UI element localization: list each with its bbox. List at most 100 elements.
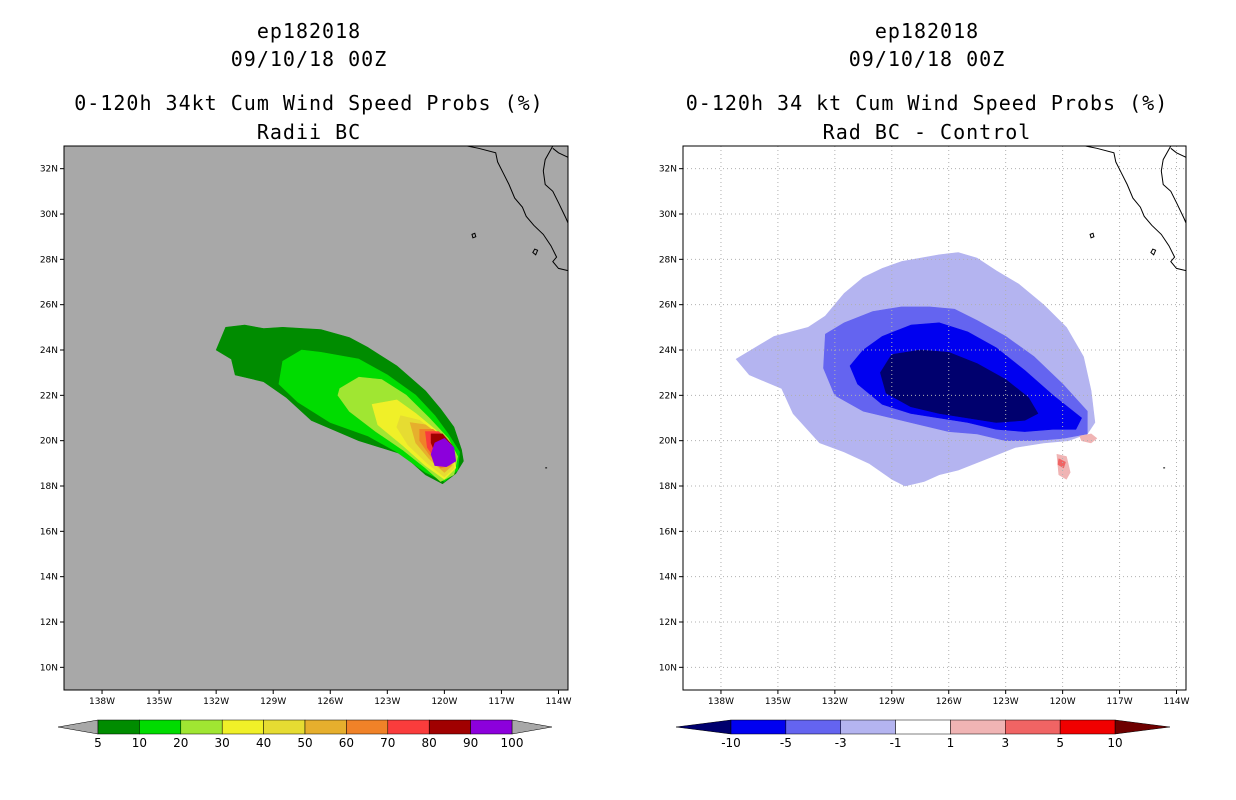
x-tick-label-138W: 138W bbox=[89, 697, 115, 707]
x-tick-label-123W: 123W bbox=[374, 697, 400, 707]
y-tick-label-30N: 30N bbox=[659, 210, 677, 220]
left-colorbar: 5 10 20 30 40 50 60 70 80 90 100 bbox=[57, 719, 553, 750]
left-plot-area: 138W 135W 132W 129W 126W 123W 120W 117W 114W 32N 3… bbox=[40, 145, 572, 707]
y-tick-label-24N: 24N bbox=[659, 346, 677, 356]
colorbar-swatch-1 bbox=[785, 719, 841, 735]
y-tick-label-32N: 32N bbox=[659, 165, 677, 175]
x-tick-label-117W: 117W bbox=[1107, 697, 1133, 707]
colorbar-label-4: 40 bbox=[256, 736, 271, 750]
coastline-baja-west bbox=[1085, 146, 1186, 272]
coastline-north bbox=[552, 147, 568, 158]
right-plot-area: 138W 135W 132W 129W 126W 123W 120W 117W 114W 32N 3… bbox=[659, 145, 1190, 707]
island-0 bbox=[1089, 232, 1095, 239]
colorbar-swatch-2 bbox=[180, 719, 223, 735]
right-panel: ep182018 09/10/18 00Z 0-120h 34 kt Cum W… bbox=[659, 19, 1190, 750]
right-date: 09/10/18 00Z bbox=[849, 47, 1006, 71]
y-tick-label-22N: 22N bbox=[40, 391, 58, 401]
y-tick-label-20N: 20N bbox=[659, 437, 677, 447]
colorbar-label-2: -3 bbox=[835, 736, 847, 750]
island-1 bbox=[532, 248, 539, 256]
coastline-baja-gulf bbox=[1160, 146, 1186, 224]
colorbar-swatch-4 bbox=[950, 719, 1006, 735]
colorbar-swatch-3 bbox=[895, 719, 951, 735]
y-tick-label-32N: 32N bbox=[40, 165, 58, 175]
y-tick-label-28N: 28N bbox=[659, 255, 677, 265]
coastline-baja-west bbox=[467, 146, 568, 272]
colorbar-swatch-9 bbox=[470, 719, 513, 735]
contour-level-5-6 bbox=[1057, 458, 1066, 469]
right-colorbar: -10 -5 -3 -1 1 3 5 10 bbox=[675, 719, 1171, 750]
x-tick-label-138W: 138W bbox=[708, 697, 734, 707]
y-tick-label-12N: 12N bbox=[40, 618, 58, 628]
x-tick-label-126W: 126W bbox=[936, 697, 962, 707]
y-tick-label-16N: 16N bbox=[659, 527, 677, 537]
x-tick-label-129W: 129W bbox=[260, 697, 286, 707]
colorbar-label-5: 50 bbox=[297, 736, 312, 750]
x-tick-label-120W: 120W bbox=[1050, 697, 1076, 707]
colorbar-label-2: 20 bbox=[173, 736, 188, 750]
colorbar-swatch-8 bbox=[428, 719, 471, 735]
coastline-north bbox=[1170, 147, 1186, 158]
colorbar-swatch-6 bbox=[346, 719, 389, 735]
colorbar-swatch-7 bbox=[387, 719, 430, 735]
right-chart-subtitle: Rad BC - Control bbox=[823, 120, 1032, 144]
y-tick-label-10N: 10N bbox=[40, 663, 58, 673]
colorbar-label-5: 3 bbox=[1001, 736, 1009, 750]
island-0 bbox=[471, 232, 477, 239]
colorbar-label-7: 10 bbox=[1107, 736, 1122, 750]
y-tick-label-14N: 14N bbox=[659, 573, 677, 583]
colorbar-label-6: 5 bbox=[1056, 736, 1064, 750]
y-tick-label-12N: 12N bbox=[659, 618, 677, 628]
colorbar-swatch-4 bbox=[263, 719, 306, 735]
island-1 bbox=[1150, 248, 1157, 256]
left-date: 09/10/18 00Z bbox=[231, 47, 388, 71]
y-tick-label-20N: 20N bbox=[40, 437, 58, 447]
colorbar-swatch-6 bbox=[1059, 719, 1116, 735]
colorbar-label-8: 80 bbox=[422, 736, 437, 750]
colorbar-swatch-2 bbox=[840, 719, 896, 735]
x-tick-label-132W: 132W bbox=[822, 697, 848, 707]
colorbar-label-9: 90 bbox=[463, 736, 478, 750]
colorbar-swatch-0 bbox=[97, 719, 140, 735]
left-storm-id: ep182018 bbox=[257, 19, 361, 43]
y-tick-label-24N: 24N bbox=[40, 346, 58, 356]
colorbar-label-3: 30 bbox=[215, 736, 230, 750]
colorbar-label-4: 1 bbox=[947, 736, 955, 750]
x-tick-label-117W: 117W bbox=[488, 697, 514, 707]
y-tick-label-30N: 30N bbox=[40, 210, 58, 220]
y-tick-label-10N: 10N bbox=[659, 663, 677, 673]
y-tick-label-26N: 26N bbox=[40, 301, 58, 311]
right-storm-id: ep182018 bbox=[875, 19, 979, 43]
colorbar-high-arrow bbox=[511, 719, 553, 735]
colorbar-swatch-0 bbox=[730, 719, 787, 735]
colorbar-swatch-1 bbox=[139, 719, 182, 735]
colorbar-low-arrow bbox=[675, 719, 732, 735]
y-tick-label-28N: 28N bbox=[40, 255, 58, 265]
plot-frame bbox=[682, 145, 1187, 691]
left-panel: ep182018 09/10/18 00Z 0-120h 34kt Cum Wi… bbox=[40, 19, 572, 750]
colorbar-label-0: 5 bbox=[94, 736, 102, 750]
colorbar-low-arrow bbox=[57, 719, 99, 735]
colorbar-label-1: -5 bbox=[780, 736, 792, 750]
colorbar-swatch-3 bbox=[221, 719, 264, 735]
y-tick-label-26N: 26N bbox=[659, 301, 677, 311]
coastline-baja-gulf bbox=[542, 146, 568, 224]
x-tick-label-129W: 129W bbox=[879, 697, 905, 707]
colorbar-label-3: -1 bbox=[890, 736, 902, 750]
contour-level-90-9 bbox=[430, 438, 457, 468]
x-tick-label-123W: 123W bbox=[993, 697, 1019, 707]
colorbar-swatch-5 bbox=[1005, 719, 1061, 735]
y-tick-label-18N: 18N bbox=[40, 482, 58, 492]
colorbar-label-7: 70 bbox=[380, 736, 395, 750]
y-tick-label-22N: 22N bbox=[659, 391, 677, 401]
x-tick-label-135W: 135W bbox=[765, 697, 791, 707]
colorbar-label-6: 60 bbox=[339, 736, 354, 750]
colorbar-label-10: 100 bbox=[501, 736, 524, 750]
x-tick-label-132W: 132W bbox=[203, 697, 229, 707]
x-tick-label-126W: 126W bbox=[317, 697, 343, 707]
left-chart-subtitle: Radii BC bbox=[257, 120, 361, 144]
x-tick-label-120W: 120W bbox=[431, 697, 457, 707]
left-chart-title: 0-120h 34kt Cum Wind Speed Probs (%) bbox=[74, 91, 543, 115]
x-tick-label-114W: 114W bbox=[1163, 697, 1189, 707]
